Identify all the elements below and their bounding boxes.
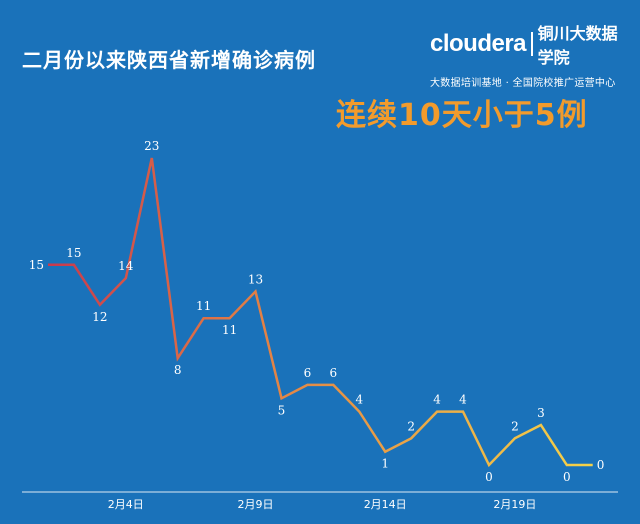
- data-label: 6: [329, 366, 337, 380]
- chart-title: 二月份以来陕西省新增确诊病例: [22, 48, 316, 72]
- data-label: 8: [174, 363, 182, 377]
- brand-separator: [531, 32, 533, 56]
- x-tick-label: 2月19日: [493, 498, 536, 511]
- data-label: 23: [144, 139, 159, 153]
- headline: 连续10天小于5例: [336, 98, 588, 133]
- data-label: 14: [118, 259, 134, 273]
- data-label: 0: [485, 470, 493, 484]
- brand-tagline: 大数据培训基地 · 全国院校推广运营中心: [430, 78, 616, 89]
- data-label: 3: [537, 406, 545, 420]
- data-label: 1: [381, 457, 389, 471]
- data-label: 11: [196, 299, 211, 313]
- data-label: 13: [248, 273, 263, 287]
- x-tick-label: 2月9日: [238, 498, 274, 511]
- data-label: 6: [304, 366, 312, 380]
- data-label: 0: [563, 470, 571, 484]
- x-tick-label: 2月14日: [364, 498, 407, 511]
- data-label: 4: [355, 393, 363, 407]
- data-label: 11: [222, 323, 237, 337]
- x-tick-label: 2月4日: [108, 498, 144, 511]
- data-label: 5: [278, 403, 286, 417]
- data-label: 2: [511, 419, 519, 433]
- brand-name: cloudera: [430, 30, 527, 57]
- brand-school: 铜川大数据学院: [537, 24, 618, 67]
- data-label: 0: [597, 458, 605, 472]
- brand-logo: cloudera 铜川大数据学院 大数据培训基地 · 全国院校推广运营中心: [430, 20, 630, 89]
- data-label: 15: [29, 258, 44, 272]
- data-label: 2: [407, 419, 415, 433]
- data-label: 4: [459, 393, 467, 407]
- data-label: 12: [92, 310, 107, 324]
- data-label: 4: [433, 393, 441, 407]
- data-label: 15: [66, 246, 81, 260]
- series-line: [48, 157, 593, 468]
